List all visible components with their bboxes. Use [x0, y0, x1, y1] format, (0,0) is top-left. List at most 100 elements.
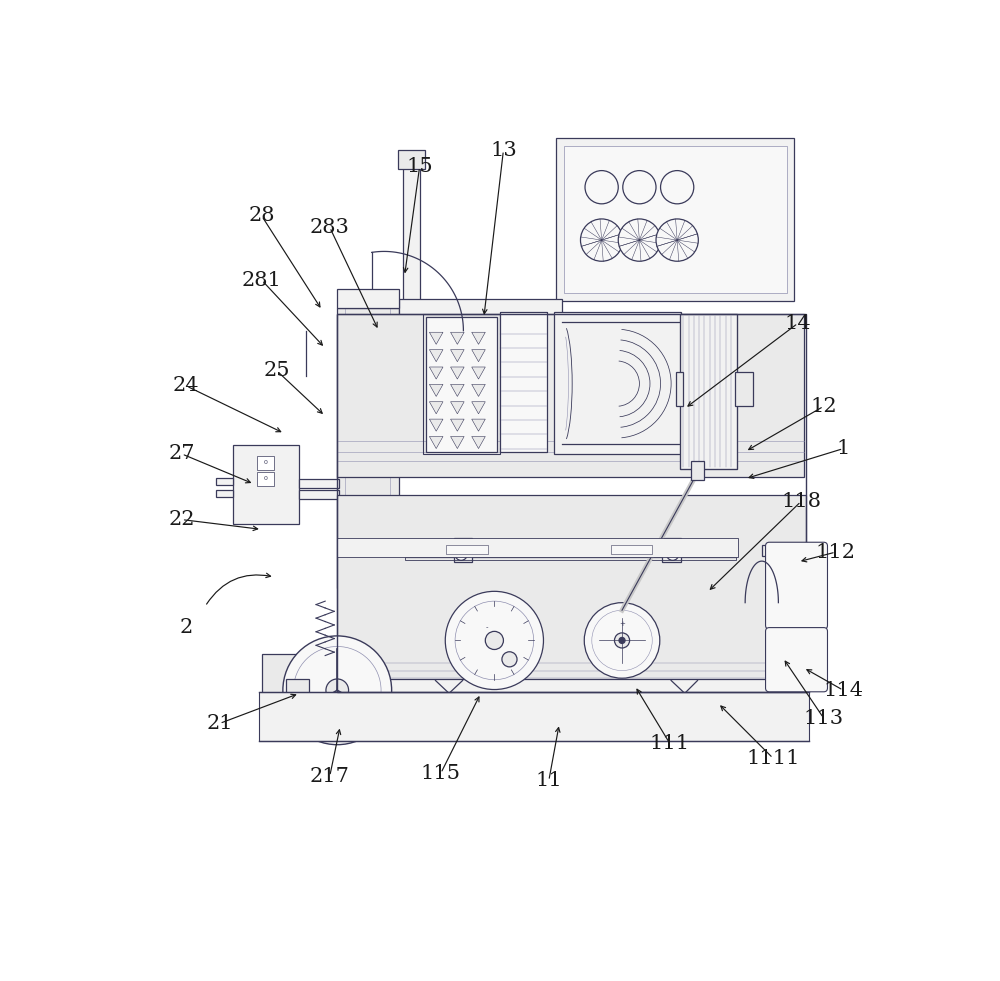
Bar	[769, 632, 824, 688]
Text: 2: 2	[180, 618, 193, 637]
Bar	[735, 372, 753, 406]
Circle shape	[455, 548, 467, 560]
Polygon shape	[429, 367, 443, 379]
Polygon shape	[472, 419, 485, 432]
Bar	[259, 692, 809, 741]
Text: +: +	[619, 621, 625, 627]
Bar	[337, 314, 806, 692]
Text: 111: 111	[650, 734, 690, 752]
Text: 115: 115	[421, 764, 461, 783]
FancyBboxPatch shape	[766, 628, 827, 692]
Text: 22: 22	[168, 510, 195, 529]
Circle shape	[485, 632, 503, 649]
Circle shape	[614, 633, 630, 648]
Bar	[500, 312, 547, 451]
Bar	[769, 546, 824, 625]
Bar	[405, 542, 736, 557]
Circle shape	[619, 638, 625, 644]
Text: 114: 114	[823, 681, 863, 699]
Polygon shape	[451, 437, 464, 448]
Text: 14: 14	[785, 314, 811, 333]
Bar	[556, 138, 794, 300]
Bar	[398, 150, 425, 169]
Bar	[383, 391, 401, 422]
Circle shape	[656, 219, 698, 261]
Bar	[769, 620, 788, 632]
Polygon shape	[451, 419, 464, 432]
Bar	[337, 679, 806, 718]
Bar	[691, 461, 704, 481]
Text: 13: 13	[490, 140, 517, 160]
Circle shape	[667, 548, 679, 560]
Bar	[762, 544, 771, 556]
Text: 1111: 1111	[746, 749, 800, 768]
Bar	[216, 490, 233, 497]
Bar	[383, 338, 404, 369]
Bar	[337, 308, 399, 588]
Bar	[554, 312, 681, 454]
Bar	[262, 654, 369, 739]
Text: 21: 21	[206, 714, 233, 733]
Text: 27: 27	[168, 444, 195, 463]
Text: -: -	[486, 624, 488, 630]
Text: 28: 28	[248, 206, 275, 226]
Bar	[680, 314, 737, 469]
Polygon shape	[472, 349, 485, 362]
Bar	[216, 478, 233, 485]
Text: 24: 24	[173, 377, 199, 395]
Polygon shape	[451, 367, 464, 379]
Bar	[676, 372, 683, 406]
Polygon shape	[429, 385, 443, 396]
Bar	[257, 472, 274, 486]
Bar	[233, 444, 299, 524]
Circle shape	[580, 219, 623, 261]
Bar	[405, 540, 736, 559]
Polygon shape	[429, 419, 443, 432]
FancyBboxPatch shape	[766, 542, 827, 629]
Circle shape	[661, 171, 694, 204]
Text: 0: 0	[264, 460, 267, 465]
Polygon shape	[472, 402, 485, 414]
Bar	[680, 314, 737, 469]
Bar	[337, 495, 806, 718]
Bar	[662, 538, 681, 562]
Bar	[446, 544, 488, 553]
Polygon shape	[429, 437, 443, 448]
Bar	[337, 314, 804, 477]
Bar	[454, 538, 472, 562]
Text: 12: 12	[810, 396, 837, 416]
Circle shape	[293, 646, 381, 734]
Text: 0: 0	[264, 477, 267, 482]
Circle shape	[502, 651, 517, 667]
Bar	[779, 648, 788, 677]
Polygon shape	[472, 385, 485, 396]
Bar	[403, 161, 420, 353]
Text: 25: 25	[264, 361, 290, 381]
Polygon shape	[429, 349, 443, 362]
Polygon shape	[451, 385, 464, 396]
Bar	[423, 314, 500, 454]
Polygon shape	[429, 333, 443, 344]
Text: 11: 11	[535, 771, 562, 791]
Bar	[299, 479, 339, 488]
Bar	[337, 539, 738, 557]
Bar	[769, 611, 778, 620]
Circle shape	[455, 601, 534, 680]
Text: 113: 113	[804, 708, 844, 728]
Text: 283: 283	[310, 218, 350, 236]
Polygon shape	[451, 333, 464, 344]
Bar	[500, 312, 547, 451]
Text: 112: 112	[816, 542, 856, 561]
Polygon shape	[429, 402, 443, 414]
Polygon shape	[451, 402, 464, 414]
Bar	[399, 299, 562, 316]
Bar	[778, 558, 797, 615]
Text: 15: 15	[406, 157, 433, 177]
Bar	[337, 289, 399, 308]
Bar	[426, 317, 497, 451]
Circle shape	[618, 219, 661, 261]
Circle shape	[283, 636, 392, 745]
Text: 118: 118	[781, 491, 821, 511]
Polygon shape	[472, 333, 485, 344]
Text: 1: 1	[837, 439, 850, 458]
